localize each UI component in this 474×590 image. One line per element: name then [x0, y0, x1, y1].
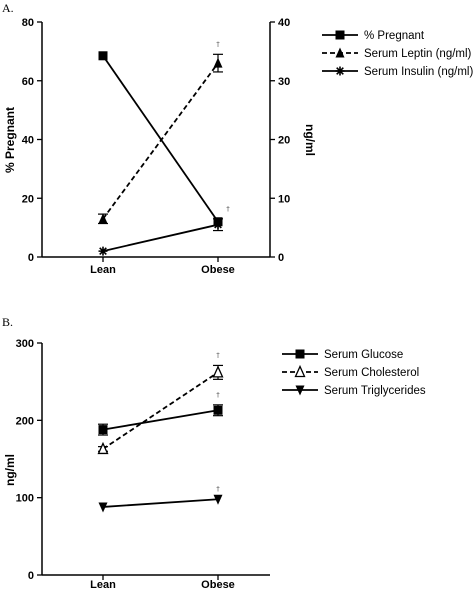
data-point	[98, 246, 108, 256]
y-tick-label: 60	[22, 76, 34, 88]
legend-marker	[295, 385, 305, 396]
data-point	[98, 51, 108, 61]
legend-marker	[335, 66, 345, 76]
series-1: †	[97, 351, 224, 455]
legend-label: Serum Triglycerides	[324, 385, 426, 397]
legend-label: Serum Cholesterol	[324, 367, 419, 379]
series-1: †	[98, 40, 223, 225]
data-point	[213, 405, 223, 415]
series-line	[102, 223, 219, 253]
y-tick-label: 80	[22, 17, 34, 29]
series-line	[102, 371, 219, 450]
y2-tick-label: 0	[278, 252, 284, 264]
legend-label: Serum Glucose	[324, 349, 403, 361]
series-0: †	[98, 391, 223, 436]
chart-panel-b: B. 0 100 200 300 ng/ml Lean Obese † † † Serum Gluco…	[2, 315, 426, 590]
legend-marker	[335, 47, 345, 58]
legend-label: Serum Leptin (ng/ml)	[364, 48, 472, 60]
x-tick-label: Obese	[201, 579, 235, 590]
x-tick-label: Obese	[201, 264, 235, 276]
significance-mark: †	[216, 485, 220, 493]
panel-letter: A.	[2, 1, 14, 15]
y-tick-label: 0	[28, 252, 34, 264]
series-0	[98, 51, 223, 227]
legend-marker	[295, 349, 305, 359]
series-line	[102, 498, 219, 508]
series-line	[102, 55, 219, 223]
data-point	[98, 425, 108, 435]
legend-label: % Pregnant	[364, 30, 425, 42]
series-line	[102, 409, 219, 431]
y-tick-label: 40	[22, 135, 34, 147]
legend-label: Serum Insulin (ng/ml)	[364, 66, 473, 78]
series-2: †	[98, 485, 223, 513]
legend: Serum Glucose Serum Cholesterol Serum Trig…	[282, 349, 426, 397]
y2-tick-label: 20	[278, 135, 290, 147]
data-point	[212, 365, 224, 378]
chart-panel-a: A. 0 20 40 60 80 % Pregnant 0 10 20 30 40 ng/ml Lean O…	[2, 1, 473, 276]
data-point	[213, 57, 223, 68]
y-tick-label: 20	[22, 193, 34, 205]
data-point	[213, 220, 223, 230]
y2-axis-title: ng/ml	[303, 124, 317, 156]
y-tick-label: 300	[16, 338, 34, 350]
significance-mark: †	[216, 40, 220, 48]
y-tick-label: 0	[28, 570, 34, 582]
y2-tick-label: 40	[278, 17, 290, 29]
significance-mark: †	[216, 351, 220, 359]
legend: % Pregnant Serum Leptin (ng/ml) Serum Insu…	[322, 30, 473, 78]
panel-letter: B.	[2, 315, 13, 329]
data-point	[98, 213, 108, 224]
legend-marker	[335, 30, 345, 40]
significance-mark: †	[216, 391, 220, 399]
data-point	[98, 502, 108, 513]
x-tick-label: Lean	[90, 264, 116, 276]
series-line	[102, 62, 219, 220]
series-2: †	[98, 205, 230, 256]
data-point	[97, 441, 109, 455]
legend-marker	[294, 364, 306, 378]
y-tick-label: 200	[16, 415, 34, 427]
significance-mark: †	[226, 205, 230, 213]
data-point	[213, 494, 223, 505]
y2-tick-label: 10	[278, 193, 290, 205]
y-axis-title: ng/ml	[3, 454, 17, 486]
x-tick-label: Lean	[90, 579, 116, 590]
y2-tick-label: 30	[278, 76, 290, 88]
y-axis-title: % Pregnant	[3, 107, 17, 173]
y-tick-label: 100	[16, 493, 34, 505]
